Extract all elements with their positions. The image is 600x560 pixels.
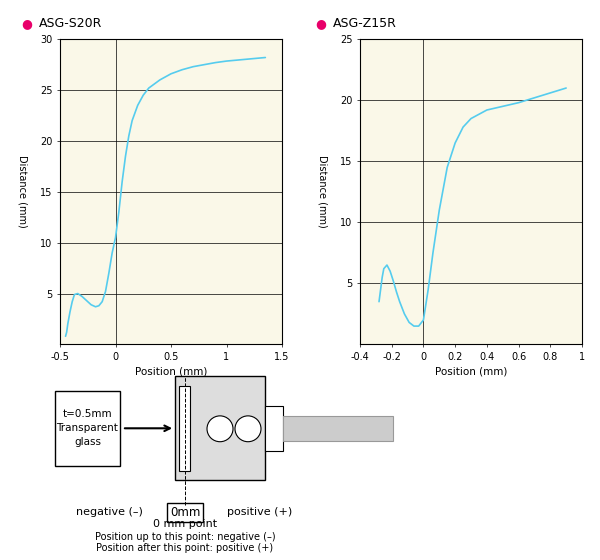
Bar xyxy=(55,391,120,465)
Text: ●: ● xyxy=(315,17,326,30)
Bar xyxy=(179,386,190,470)
Text: Distance (mm): Distance (mm) xyxy=(17,156,27,228)
Text: ASG-Z15R: ASG-Z15R xyxy=(333,17,397,30)
Bar xyxy=(175,376,265,480)
Text: 0 mm point: 0 mm point xyxy=(153,519,217,529)
X-axis label: Position (mm): Position (mm) xyxy=(135,366,207,376)
Text: positive (+): positive (+) xyxy=(227,507,292,517)
Text: 0mm: 0mm xyxy=(170,506,200,519)
X-axis label: Position (mm): Position (mm) xyxy=(435,366,507,376)
Circle shape xyxy=(235,416,261,442)
Text: t=0.5mm
Transparent
glass: t=0.5mm Transparent glass xyxy=(56,409,118,447)
Text: ASG-S20R: ASG-S20R xyxy=(39,17,103,30)
Text: Position up to this point: negative (–): Position up to this point: negative (–) xyxy=(95,532,275,542)
Text: ●: ● xyxy=(21,17,32,30)
Circle shape xyxy=(207,416,233,442)
Bar xyxy=(265,406,283,451)
Text: negative (–): negative (–) xyxy=(76,507,143,517)
Text: Position after this point: positive (+): Position after this point: positive (+) xyxy=(97,543,274,553)
Text: Distance (mm): Distance (mm) xyxy=(317,156,327,228)
Bar xyxy=(283,416,393,441)
